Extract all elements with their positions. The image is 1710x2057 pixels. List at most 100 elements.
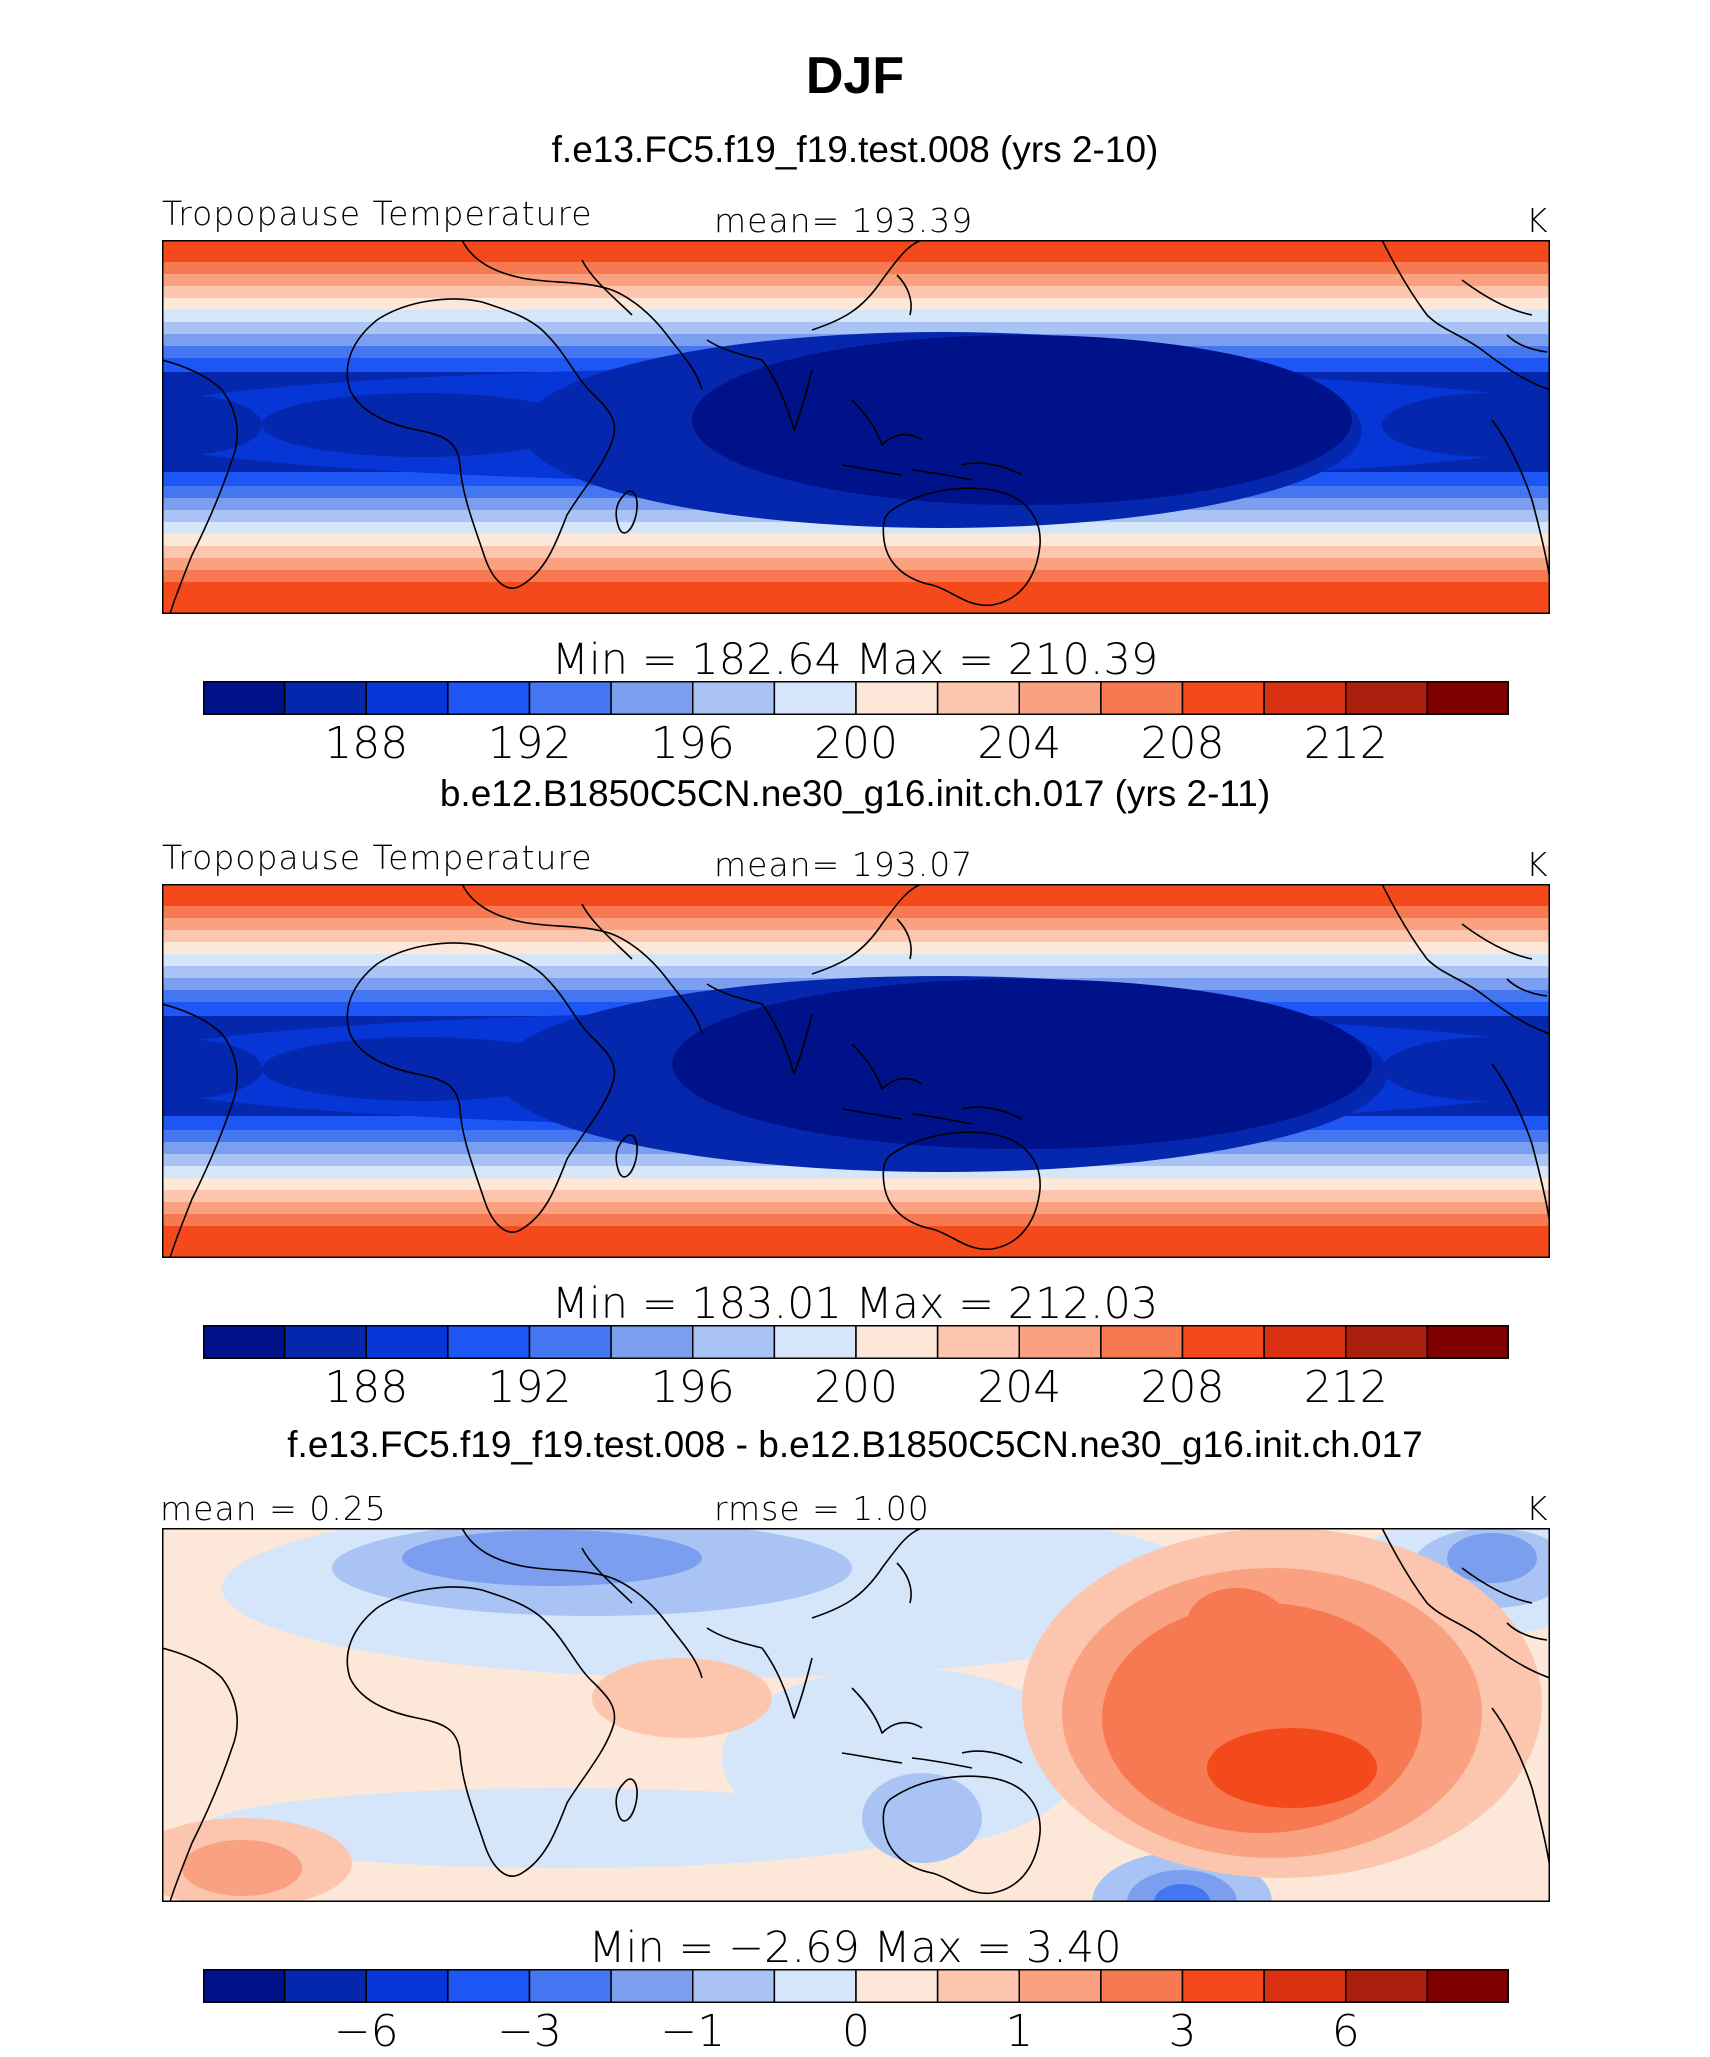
panel2-pacific-cold-core [672,979,1372,1149]
cb3-swatch [610,1969,694,2003]
cb2-swatch [1263,1325,1347,1359]
cb3-swatch [447,1969,531,2003]
panel1-coastline [911,469,973,481]
cb3-swatch [1426,1969,1509,2003]
cb1-frame [203,681,1509,715]
panel1-frame [162,240,1550,614]
panel3-coastline [706,1627,813,1719]
panel3-coastline [615,1778,638,1822]
cb2-swatch [1345,1325,1429,1359]
panel-2-variable-label: Tropopause Temperature [162,838,593,877]
panel3-coastline [882,1775,1041,1895]
cb1-tick-label: 196 [650,718,735,769]
panel2-coastline [841,1108,903,1120]
cb3-swatch [855,1969,939,2003]
cb2-swatch [1181,1325,1265,1359]
panel3-coastline [581,1547,633,1604]
cb1-swatch [773,681,857,715]
panel3-coastline [1381,1528,1550,1679]
panel-2-colorbar [203,1325,1509,1359]
panel-3-colorbar [203,1969,1509,2003]
cb1-tick-label: 192 [487,718,572,769]
panel-1-units-label: K [1526,201,1549,240]
panel1-coastline [162,359,238,614]
panel3-coastline [911,1757,973,1769]
panel-3-rmse-label: rmse = 1.00 [714,1489,930,1528]
panel2-frame [162,884,1550,1258]
panel2-coastline [706,983,813,1075]
cb3-swatch [1263,1969,1347,2003]
cb1-swatch [936,681,1020,715]
cb1-swatch [692,681,776,715]
panel-2-run-title: b.e12.B1850C5CN.ne30_g16.init.ch.017 (yr… [439,773,1271,814]
panel1-coastline [841,464,903,476]
panel3-anomaly-region [862,1773,982,1863]
panel-1-colorbar [203,681,1509,715]
panel2-coastline [896,918,912,960]
cb1-tick-label: 188 [324,718,409,769]
panel3-frame [162,1528,1550,1902]
panel2-coastline [346,942,616,1233]
cb1-swatch [447,681,531,715]
panel1-coastlines [162,240,1550,614]
cb3-swatch [528,1969,612,2003]
cb3-tick-label: −6 [333,2006,399,2057]
panel1-coastline [882,487,1041,607]
cb3-frame [203,1969,1509,2003]
cb3-swatch [203,1969,286,2003]
cb3-swatch [773,1969,857,2003]
panel-2-minmax: Min = 183.01 Max = 212.03 [551,1279,1159,1329]
panel1-pacific-cold-core [692,335,1352,505]
panel3-coastlines [162,1528,1550,1902]
panel3-coastline [1506,1622,1548,1641]
panel3-anomaly-region [1187,1588,1287,1658]
cb3-tick-label: 3 [1168,2006,1197,2057]
cb1-swatch [203,681,286,715]
cb1-tick-label: 208 [1140,718,1225,769]
cb3-tick-label: −1 [660,2006,726,2057]
panel1-coastline [896,274,912,316]
panel1-coastline [1506,334,1548,353]
cb2-swatch [855,1325,939,1359]
cb1-swatch [283,681,367,715]
panel2-coastline [1506,978,1548,997]
cb2-swatch [936,1325,1020,1359]
panel3-coastline [1491,1707,1550,1869]
cb1-tick-label: 204 [977,718,1062,769]
cb2-tick-label: 188 [324,1362,409,1413]
panel2-band-south [162,1226,1550,1258]
panel3-coastline [1461,1567,1533,1604]
cb3-swatch [1181,1969,1265,2003]
panel2-coastline [882,1131,1041,1251]
panel3-anomaly-region [1154,1884,1210,1902]
cb2-tick-label: 208 [1140,1362,1225,1413]
panel1-coastline [346,298,616,589]
cb2-swatch [1018,1325,1102,1359]
panel-2-units-label: K [1526,845,1549,884]
cb3-swatch [283,1969,367,2003]
panel1-coastline [615,490,638,534]
panel1-coastline [811,240,923,331]
cb1-swatch [1100,681,1184,715]
cb2-swatch [447,1325,531,1359]
panel2-coastline [851,1043,923,1090]
panel-3-minmax: Min = −2.69 Max = 3.40 [588,1923,1122,1973]
cb2-tick-label: 200 [814,1362,898,1413]
panel3-coastline [346,1586,616,1877]
cb3-swatch [1100,1969,1184,2003]
cb2-frame [203,1325,1509,1359]
panel2-coastline [961,1106,1023,1120]
cb3-tick-label: 0 [842,2006,870,2057]
panel2-coastline [1461,923,1533,960]
panel2-coastline [461,884,703,1035]
cb3-swatch [692,1969,776,2003]
cb2-swatch [283,1325,367,1359]
panel3-coastline [461,1528,703,1679]
panel3-anomaly-region [182,1840,302,1896]
panel3-anomaly-region [202,1788,922,1868]
panel1-coastline [581,259,633,316]
panel-2-map [162,884,1550,1258]
panel1-coastline [706,339,813,431]
cb2-swatch [610,1325,694,1359]
panel-3-units-label: K [1526,1489,1549,1528]
